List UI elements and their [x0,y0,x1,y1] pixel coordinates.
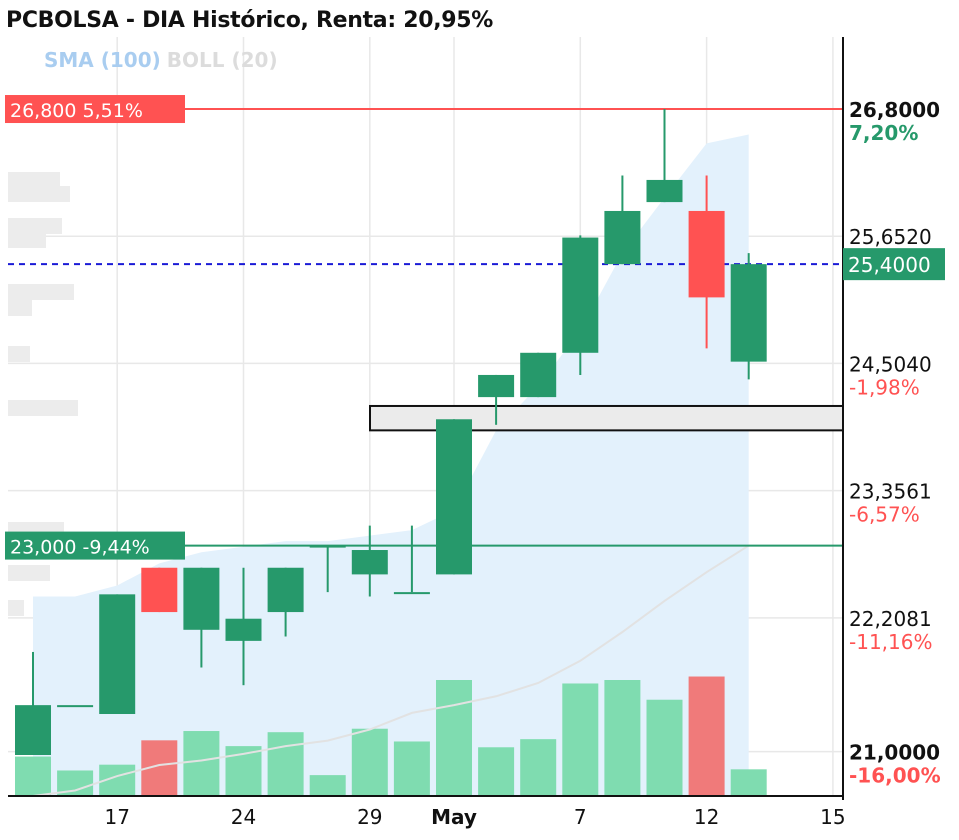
bollinger-band-area [33,134,749,796]
candlesticks [15,109,767,756]
volume-profile-bar [8,284,74,300]
candle-body [393,592,430,595]
candle-body [562,237,599,353]
volume-bar [646,699,683,796]
y-tick-label: 24,5040 [849,352,932,376]
current-price-label: 25,4000 [848,253,931,277]
volume-profile-bar [8,232,46,248]
sma-line-path [32,544,750,797]
y-tick-label: 21,0000 [849,741,940,765]
volume-profile-bar [8,218,62,234]
volume-bar [604,680,641,796]
price-level-label: 23,000 -9,44% [10,537,150,559]
volume-bar [351,728,388,796]
y-tick-label: 23,3561 [849,480,932,504]
candle-body [15,705,51,756]
volume-bar [436,680,472,796]
volume-bar [730,769,767,796]
volume-bar [520,739,557,796]
y-tick-label: 22,2081 [849,607,932,631]
y-tick-label: 25,6520 [849,225,932,249]
boll-indicator-label[interactable]: BOLL (20) [166,48,278,72]
volume-profile-bar [8,172,60,188]
volume-bar [562,683,599,796]
candle-body [730,264,767,362]
x-tick-label: 24 [231,805,256,829]
volume-profile-bar [8,400,78,416]
volume-profile-bar [8,300,32,316]
candle-body [57,705,94,708]
candle-body [225,618,262,641]
volume-profile-bar [8,565,50,581]
candle-body [267,567,304,613]
price-level-label: 26,800 5,51% [10,100,143,122]
volume-bar [15,756,51,796]
x-tick-label: 29 [357,805,382,829]
y-tick-percent: 7,20% [849,121,918,145]
x-tick-label: 17 [104,805,129,829]
x-tick-label: 12 [694,805,719,829]
candle-body [478,374,515,398]
volume-bar [309,775,346,796]
x-tick-label: 15 [820,805,845,829]
x-tick-label: 7 [574,805,587,829]
volume-bars [15,676,767,796]
volume-profile-bar [8,600,24,616]
candle-body [351,550,388,575]
current-price-tag [843,248,945,281]
candle-body [604,210,641,265]
candle-body [646,179,683,203]
candle-body [688,210,725,298]
candle-body [309,545,346,548]
y-tick-percent: -1,98% [849,375,920,399]
candle-body [99,594,136,715]
candle-body [520,352,557,398]
price-level-flag [5,531,185,560]
volume-bar [183,731,220,796]
volume-profile-bar [8,186,70,202]
bollinger-band [33,134,749,796]
volume-profile-bar [8,346,30,362]
candle-body [436,419,472,575]
y-tick-label: 26,8000 [849,98,940,122]
axes: 26,80007,20%25,65202,60%24,5040-1,98%23,… [8,37,945,829]
sma-line [32,544,750,797]
volume-bar [267,732,304,796]
y-tick-percent: -11,16% [849,630,932,654]
y-tick-percent: -6,57% [849,503,920,527]
candle-body [141,567,178,613]
volume-bar [688,676,725,796]
x-tick-label: May [431,805,477,829]
candle-body [183,567,220,630]
chart-title: PCBOLSA - DIA Histórico, Renta: 20,95% [6,8,494,33]
y-tick-percent: -16,00% [849,764,941,788]
price-level-flag [5,95,185,124]
indicator-legend[interactable]: SMA (100) BOLL (20) [44,48,278,72]
volume-bar [393,741,430,796]
volume-bar [478,747,515,796]
sma-indicator-label[interactable]: SMA (100) [44,48,161,72]
